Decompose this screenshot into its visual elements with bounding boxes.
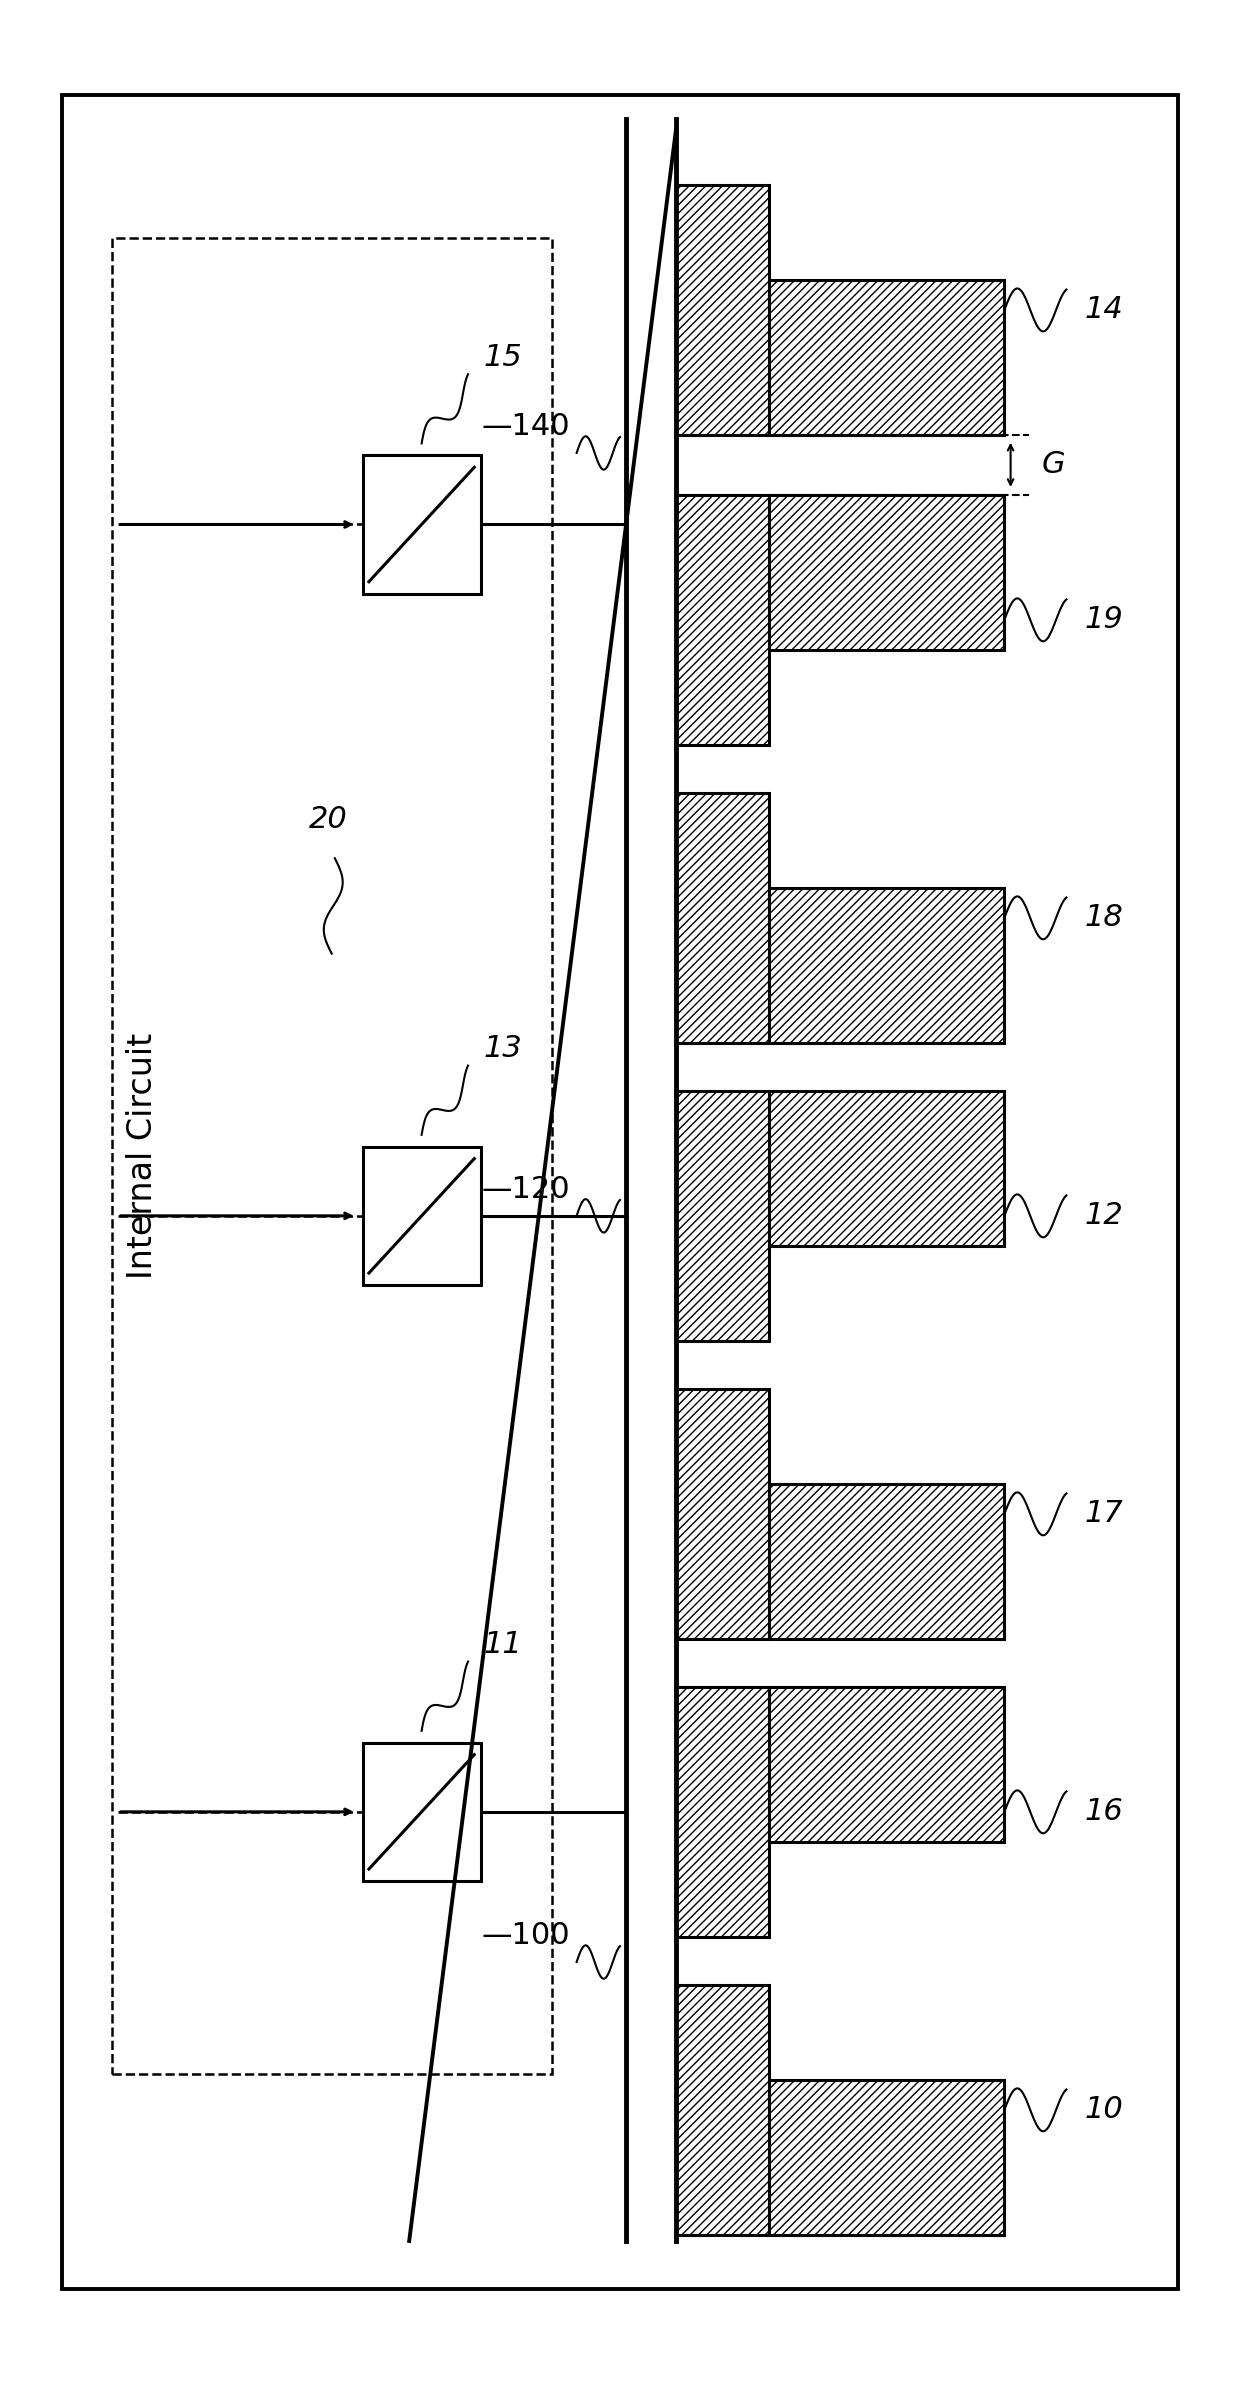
Bar	[769, 1688, 1004, 1843]
Text: 14: 14	[1085, 296, 1123, 324]
Text: —100: —100	[482, 1922, 570, 1950]
Text: 19: 19	[1085, 606, 1123, 634]
Text: 16: 16	[1085, 1798, 1123, 1826]
Text: 18: 18	[1085, 904, 1123, 932]
Text: 13: 13	[484, 1035, 522, 1063]
Bar	[363, 1147, 481, 1285]
Bar	[676, 1688, 769, 1936]
Text: 10: 10	[1085, 2096, 1123, 2124]
Bar	[769, 1483, 1004, 1640]
Text: 11: 11	[484, 1631, 522, 1659]
Text: 12: 12	[1085, 1202, 1123, 1230]
Bar	[676, 496, 769, 744]
Text: G: G	[1042, 451, 1065, 479]
Text: —120: —120	[482, 1175, 570, 1204]
Bar	[676, 1092, 769, 1340]
Text: —140: —140	[482, 412, 570, 441]
Bar	[676, 791, 769, 1044]
Bar	[676, 184, 769, 434]
Bar	[363, 455, 481, 594]
Bar	[769, 279, 1004, 434]
Bar	[769, 2079, 1004, 2236]
Bar	[769, 1092, 1004, 1247]
Bar	[112, 238, 552, 2074]
Bar	[676, 1983, 769, 2236]
Text: Internal Circuit: Internal Circuit	[126, 1032, 159, 1280]
Bar	[676, 1387, 769, 1640]
Text: 17: 17	[1085, 1500, 1123, 1528]
Text: 20: 20	[309, 806, 348, 834]
Bar	[363, 1743, 481, 1881]
Bar	[769, 889, 1004, 1044]
Bar	[769, 496, 1004, 648]
Text: 15: 15	[484, 343, 522, 372]
